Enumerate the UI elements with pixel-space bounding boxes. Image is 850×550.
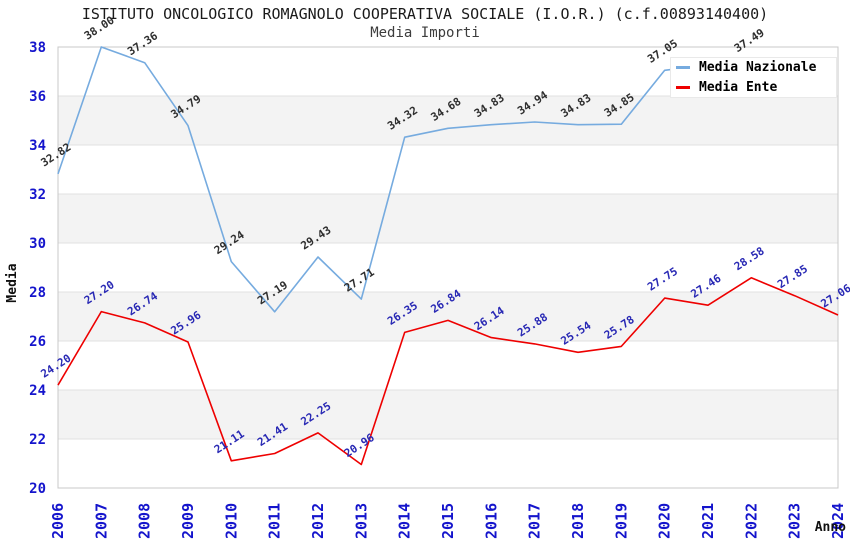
point-label: 37.49 bbox=[732, 26, 767, 55]
point-label: 27.75 bbox=[645, 265, 680, 294]
y-tick-label: 28 bbox=[29, 285, 46, 301]
x-axis-title: Anno bbox=[815, 520, 846, 535]
plot-band bbox=[58, 292, 838, 341]
x-tick-label: 2016 bbox=[482, 503, 500, 539]
x-tick-label: 2006 bbox=[49, 503, 67, 539]
series-line-media-nazionale bbox=[57, 46, 752, 313]
point-label: 27.85 bbox=[775, 262, 810, 291]
x-tick-label: 2013 bbox=[352, 503, 370, 539]
y-axis-title: Media bbox=[5, 263, 20, 302]
x-tick-label: 2012 bbox=[309, 503, 327, 539]
chart-title: ISTITUTO ONCOLOGICO ROMAGNOLO COOPERATIV… bbox=[81, 5, 769, 23]
x-tick-label: 2010 bbox=[222, 503, 240, 539]
x-tick-label: 2024 bbox=[829, 503, 847, 539]
y-tick-label: 20 bbox=[29, 481, 46, 497]
series-line-media-ente bbox=[57, 276, 839, 466]
point-label: 38.00 bbox=[82, 14, 117, 43]
y-tick-label: 30 bbox=[29, 236, 46, 252]
legend-line-marker-red bbox=[676, 86, 690, 89]
legend-label: Media Ente bbox=[699, 80, 778, 95]
y-tick-label: 38 bbox=[29, 40, 46, 56]
x-tick-label: 2018 bbox=[569, 503, 587, 539]
legend-item-media-nazionale: Media Nazionale bbox=[676, 60, 836, 76]
plot-border bbox=[57, 46, 839, 489]
chart-legend: Media Nazionale Media Ente bbox=[670, 57, 837, 98]
legend-item-media-ente: Media Ente bbox=[676, 80, 836, 96]
y-tick-label: 24 bbox=[29, 383, 46, 399]
y-tick-label: 22 bbox=[29, 432, 46, 448]
x-tick-label: 2011 bbox=[266, 503, 284, 539]
y-tick-label: 26 bbox=[29, 334, 46, 350]
x-tick-label: 2022 bbox=[742, 503, 760, 539]
chart-subtitle: Media Importi bbox=[370, 25, 480, 41]
point-label: 24.20 bbox=[39, 352, 74, 381]
legend-line-marker-blue bbox=[676, 66, 690, 69]
plot-band bbox=[58, 96, 838, 145]
point-label: 27.71 bbox=[342, 265, 377, 294]
y-tick-label: 34 bbox=[29, 138, 46, 154]
x-tick-label: 2023 bbox=[786, 503, 804, 539]
y-tick-label: 32 bbox=[29, 187, 46, 203]
x-tick-label: 2014 bbox=[396, 503, 414, 539]
x-tick-label: 2017 bbox=[526, 503, 544, 539]
point-label: 37.36 bbox=[125, 29, 160, 58]
x-tick-label: 2008 bbox=[136, 503, 154, 539]
legend-label: Media Nazionale bbox=[699, 60, 817, 75]
plot-band bbox=[58, 194, 838, 243]
point-label: 28.58 bbox=[732, 244, 767, 273]
x-tick-label: 2015 bbox=[439, 503, 457, 539]
x-tick-label: 2021 bbox=[699, 503, 717, 539]
y-tick-label: 36 bbox=[29, 89, 46, 105]
x-tick-label: 2007 bbox=[92, 503, 110, 539]
x-tick-label: 2020 bbox=[656, 503, 674, 539]
x-tick-label: 2019 bbox=[612, 503, 630, 539]
plot-band bbox=[58, 390, 838, 439]
x-tick-label: 2009 bbox=[179, 503, 197, 539]
